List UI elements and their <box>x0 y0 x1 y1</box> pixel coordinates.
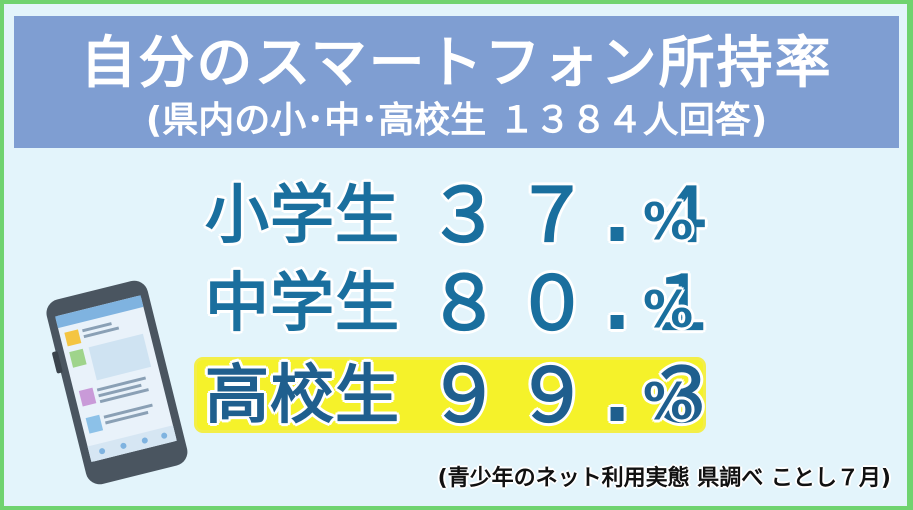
stat-unit: % <box>643 281 694 339</box>
source-caption: (青少年のネット利用実態 県調べ ことし７月) <box>437 466 891 491</box>
stat-unit: % <box>643 193 694 251</box>
stat-unit: % <box>643 373 694 431</box>
page-subtitle: (県内の小･中･高校生 １３８４人回答) <box>145 100 768 141</box>
page-title: 自分のスマートフォン所持率 <box>80 31 833 96</box>
highlight-marker <box>197 360 703 430</box>
stat-value: ３７.４ <box>427 173 734 259</box>
header-banner: 自分のスマートフォン所持率 (県内の小･中･高校生 １３８４人回答) <box>14 16 899 148</box>
stat-label: 高校生 <box>205 359 400 433</box>
smartphone-icon <box>46 280 188 485</box>
stat-label: 中学生 <box>205 267 400 341</box>
stat-label: 小学生 <box>205 179 400 253</box>
stat-value: ９９.３ <box>427 353 734 439</box>
stat-value: ８０.１ <box>427 261 734 347</box>
